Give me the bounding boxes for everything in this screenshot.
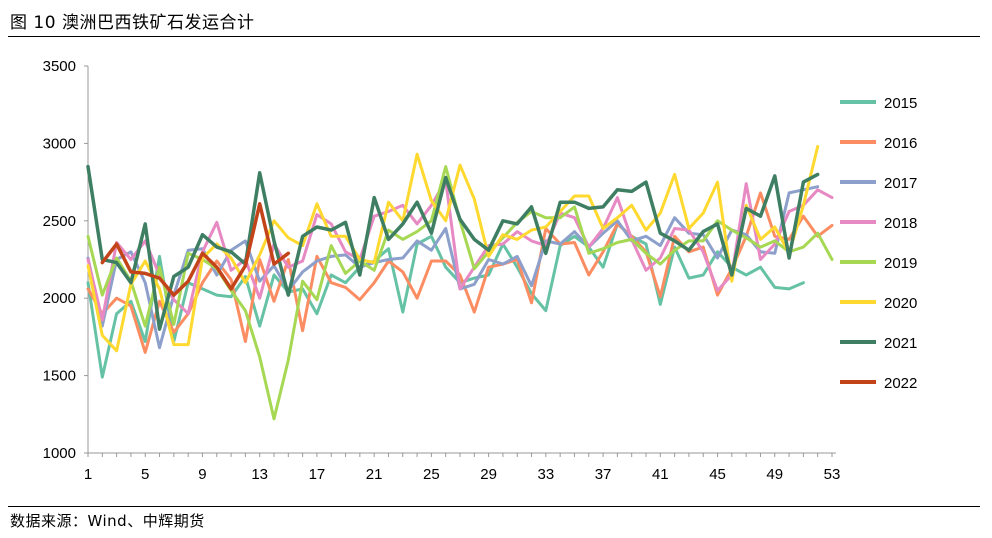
series-line-2015: [86, 222, 805, 379]
series-line-2021: [86, 164, 820, 331]
title-divider: [8, 36, 980, 37]
x-tick-label: 17: [309, 466, 326, 483]
series-line-2022: [100, 202, 291, 297]
x-tick-label: 9: [198, 466, 206, 483]
x-tick-label: 41: [652, 466, 669, 483]
series-line-2018: [86, 179, 834, 322]
legend-label-2022: 2022: [884, 375, 917, 392]
legend-label-2017: 2017: [884, 175, 917, 192]
chart-legend: 2015 2016 2017 2018 2019 2020 2021 2022: [840, 95, 917, 392]
y-tick-label: 1500: [43, 368, 76, 385]
line-chart: 1000 1500 2000 2500 3000 3500 1 5 9 13 17 21 25 29 33 3…: [43, 58, 918, 483]
x-tick-label: 13: [251, 466, 268, 483]
series-layer: [86, 145, 834, 421]
y-tick-label: 2000: [43, 290, 76, 307]
legend-label-2021: 2021: [884, 335, 917, 352]
y-tick-label: 3000: [43, 135, 76, 152]
source-note: 数据来源：Wind、中辉期货: [10, 512, 205, 530]
y-tick-label: 2500: [43, 213, 76, 230]
x-tick-label: 37: [595, 466, 612, 483]
series-line-2020: [86, 145, 820, 353]
legend-label-2016: 2016: [884, 135, 917, 152]
x-tick-label: 1: [84, 466, 92, 483]
legend-label-2015: 2015: [884, 95, 917, 112]
legend-label-2019: 2019: [884, 255, 917, 272]
x-tick-label: 45: [709, 466, 726, 483]
chart-title: 图 10 澳洲巴西铁矿石发运合计: [10, 13, 255, 33]
chart-axes: 1000 1500 2000 2500 3000 3500 1 5 9 13 17 21 25 29 33 3…: [43, 58, 841, 483]
legend-label-2020: 2020: [884, 295, 917, 312]
x-tick-label: 21: [366, 466, 383, 483]
y-tick-label: 3500: [43, 58, 76, 75]
legend-label-2018: 2018: [884, 215, 917, 232]
x-tick-label: 29: [480, 466, 497, 483]
x-tick-label: 5: [141, 466, 149, 483]
y-tick-label: 1000: [43, 445, 76, 462]
x-tick-label: 33: [538, 466, 555, 483]
x-tick-label: 53: [824, 466, 841, 483]
x-tick-label: 49: [766, 466, 783, 483]
x-tick-label: 25: [423, 466, 440, 483]
footer-divider: [8, 506, 980, 507]
